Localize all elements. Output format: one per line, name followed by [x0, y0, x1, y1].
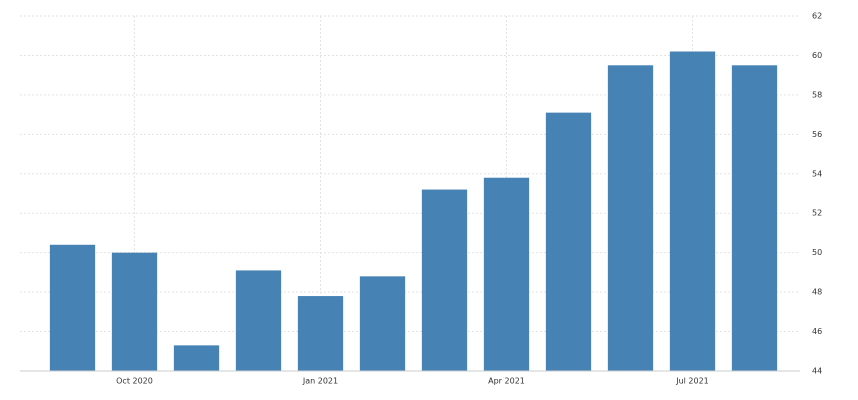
y-tick-label: 58 — [812, 90, 822, 99]
bar — [421, 189, 468, 371]
bar — [545, 112, 592, 371]
y-tick-label: 46 — [812, 327, 822, 336]
y-tick-label: 56 — [812, 130, 822, 139]
bar — [359, 276, 406, 371]
bar — [111, 252, 158, 371]
bar — [483, 177, 530, 371]
y-tick-label: 50 — [812, 248, 822, 257]
y-tick-label: 52 — [812, 209, 822, 218]
bar — [669, 51, 716, 371]
y-tick-label: 44 — [812, 367, 822, 376]
y-tick-label: 62 — [812, 12, 822, 21]
y-tick-label: 54 — [812, 169, 822, 178]
x-tick-label: Jul 2021 — [675, 377, 709, 386]
bar — [235, 270, 282, 371]
bar — [49, 244, 96, 371]
y-tick-label: 48 — [812, 288, 822, 297]
y-tick-label: 60 — [812, 51, 822, 60]
x-tick-label: Apr 2021 — [488, 377, 525, 386]
bar — [731, 65, 778, 372]
bar — [297, 296, 344, 371]
x-tick-label: Oct 2020 — [116, 377, 153, 386]
bar — [173, 345, 220, 371]
x-tick-label: Jan 2021 — [302, 377, 338, 386]
bar — [607, 65, 654, 372]
